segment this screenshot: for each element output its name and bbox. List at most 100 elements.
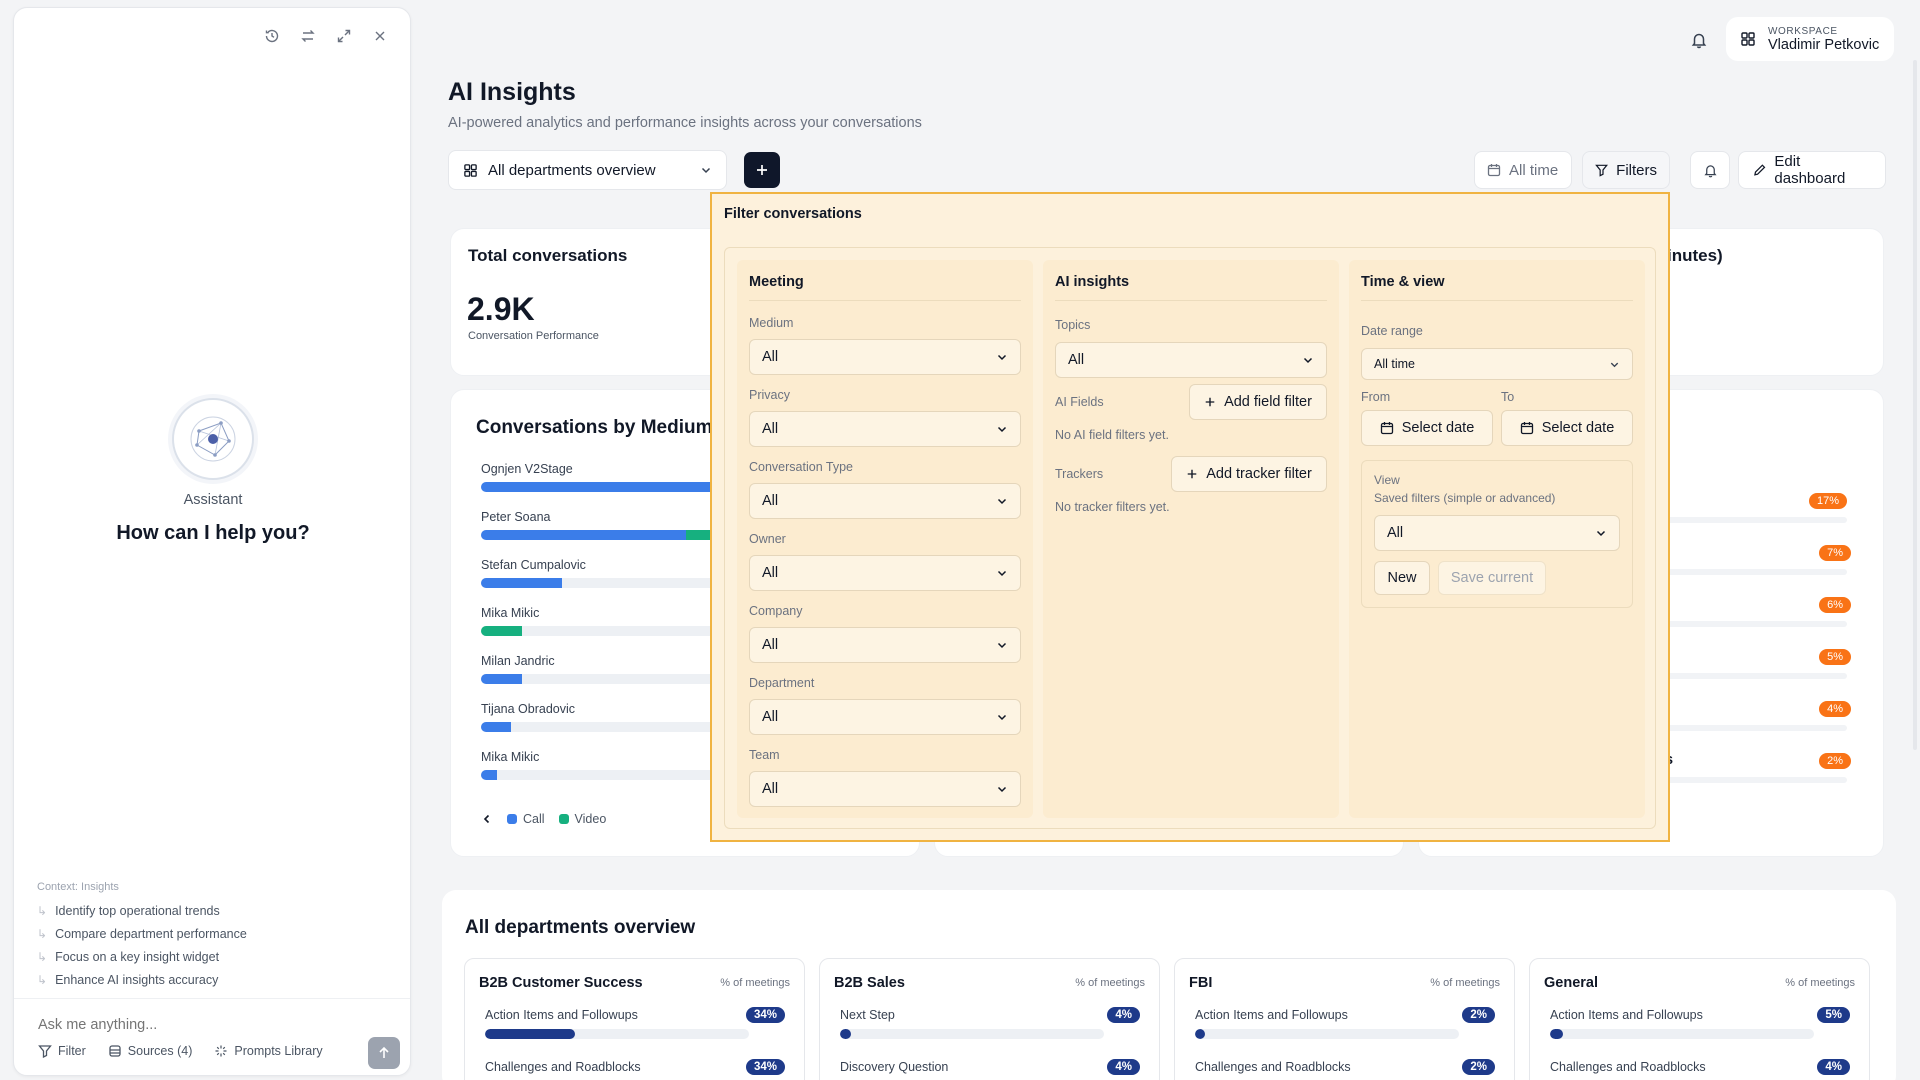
metric-track xyxy=(840,1029,1104,1039)
from-date-picker[interactable]: Select date xyxy=(1361,410,1493,446)
call-segment xyxy=(481,578,562,588)
suggestion-item[interactable]: ↳ Enhance AI insights accuracy xyxy=(37,972,219,987)
expand-icon[interactable] xyxy=(330,22,358,50)
topic-percent-badge: 6% xyxy=(1819,597,1851,613)
filters-button[interactable]: Filters xyxy=(1582,151,1670,189)
assistant-input[interactable] xyxy=(26,1013,396,1037)
saved-filters-select[interactable]: All xyxy=(1374,515,1620,551)
metric-track xyxy=(1195,1029,1459,1039)
view-sublabel: Saved filters (simple or advanced) xyxy=(1374,491,1556,505)
department-metric-row: Next Step 4% xyxy=(840,1007,1140,1039)
topic-track xyxy=(1667,517,1847,523)
field-select[interactable]: All xyxy=(749,411,1021,447)
time-range-button[interactable]: All time xyxy=(1474,151,1572,189)
medium-row: Stefan Cumpalovic xyxy=(481,558,921,588)
field-select[interactable]: All xyxy=(749,483,1021,519)
database-icon xyxy=(109,1045,121,1057)
medium-row-bar xyxy=(481,626,751,636)
corner-arrow-icon: ↳ xyxy=(37,926,48,941)
video-segment xyxy=(481,626,522,636)
medium-row-bar xyxy=(481,578,751,588)
field-select[interactable]: All xyxy=(749,627,1021,663)
medium-row-name: Ognjen V2Stage xyxy=(481,462,573,476)
workspace-switcher[interactable]: WORKSPACE Vladimir Petkovic xyxy=(1726,17,1894,61)
sources-button[interactable]: Sources (4) xyxy=(108,1044,192,1058)
workspace-text: WORKSPACE Vladimir Petkovic xyxy=(1768,26,1879,53)
medium-row-name: Mika Mikic xyxy=(481,606,540,620)
calendar-icon xyxy=(1487,164,1501,177)
add-dashboard-button[interactable] xyxy=(744,152,780,188)
calendar-icon xyxy=(1380,422,1393,435)
bell-icon xyxy=(1691,33,1707,49)
metric-badge: 5% xyxy=(1817,1007,1850,1023)
topics-select[interactable]: All xyxy=(1055,342,1327,378)
call-segment xyxy=(481,674,522,684)
department-card[interactable]: B2B Customer Success % of meetings Actio… xyxy=(464,958,805,1080)
department-card[interactable]: General % of meetings Action Items and F… xyxy=(1529,958,1870,1080)
metric-track xyxy=(485,1029,749,1039)
date-range-select[interactable]: All time xyxy=(1361,348,1633,380)
divider xyxy=(14,998,410,999)
to-date-picker[interactable]: Select date xyxy=(1501,410,1633,446)
view-box: View Saved filters (simple or advanced) … xyxy=(1361,460,1633,608)
department-metric: % of meetings xyxy=(720,977,790,989)
chevron-left-icon[interactable] xyxy=(481,813,493,825)
department-name: FBI xyxy=(1189,975,1213,991)
prompts-library-button[interactable]: Prompts Library xyxy=(214,1044,323,1058)
add-field-filter-button[interactable]: Add field filter xyxy=(1189,384,1327,420)
ai-fields-label: AI Fields xyxy=(1055,395,1104,409)
edit-dashboard-button[interactable]: Edit dashboard xyxy=(1738,151,1886,189)
corner-arrow-icon: ↳ xyxy=(37,903,48,918)
close-icon[interactable] xyxy=(366,22,394,50)
filter-button[interactable]: Filter xyxy=(38,1044,86,1058)
topic-track xyxy=(1667,673,1847,679)
department-name: B2B Customer Success xyxy=(479,975,643,991)
field-select[interactable]: All xyxy=(749,771,1021,807)
alerts-button[interactable] xyxy=(1690,151,1730,189)
department-metric-row: Challenges and Roadblocks 34% xyxy=(485,1059,785,1080)
department-card[interactable]: B2B Sales % of meetings Next Step 4% Dis… xyxy=(819,958,1160,1080)
from-label: From xyxy=(1361,390,1391,404)
swap-icon[interactable] xyxy=(294,22,322,50)
medium-row-name: Milan Jandric xyxy=(481,654,555,668)
chevron-down-icon xyxy=(1610,362,1619,367)
medium-row: Milan Jandric xyxy=(481,654,921,684)
meeting-field: Conversation Type All xyxy=(749,460,1021,519)
field-select[interactable]: All xyxy=(749,339,1021,375)
suggestion-item[interactable]: ↳ Focus on a key insight widget xyxy=(37,949,220,964)
suggestion-item[interactable]: ↳ Compare department performance xyxy=(37,926,247,941)
call-segment xyxy=(481,770,498,780)
department-metric-row: Action Items and Followups 5% xyxy=(1550,1007,1850,1039)
no-tracker-filters: No tracker filters yet. xyxy=(1055,500,1170,514)
medium-row: Tijana Obradovic xyxy=(481,702,921,732)
history-icon[interactable] xyxy=(258,22,286,50)
dashboard-select[interactable]: All departments overview xyxy=(448,150,727,190)
new-filter-button[interactable]: New xyxy=(1374,561,1430,595)
meeting-field: Company All xyxy=(749,604,1021,663)
send-button[interactable] xyxy=(368,1037,400,1069)
corner-arrow-icon: ↳ xyxy=(37,949,48,964)
medium-row-name: Tijana Obradovic xyxy=(481,702,576,716)
scrollbar[interactable] xyxy=(1913,60,1917,750)
add-tracker-filter-button[interactable]: Add tracker filter xyxy=(1171,456,1327,492)
medium-row-bar xyxy=(481,770,751,780)
time-view-column: Time & view Date range All time From To … xyxy=(1349,260,1645,818)
metric-fill xyxy=(840,1029,851,1039)
grid-icon xyxy=(464,163,477,177)
metric-label: Challenges and Roadblocks xyxy=(1195,1060,1351,1074)
topic-percent-badge: 2% xyxy=(1819,753,1851,769)
department-card[interactable]: FBI % of meetings Action Items and Follo… xyxy=(1174,958,1515,1080)
metric-track xyxy=(1550,1029,1814,1039)
notifications-button[interactable] xyxy=(1683,24,1715,56)
field-select[interactable]: All xyxy=(749,555,1021,591)
assistant-panel: Assistant How can I help you? Context: I… xyxy=(13,7,411,1076)
suggestion-item[interactable]: ↳ Identify top operational trends xyxy=(37,903,220,918)
meeting-field: Department All xyxy=(749,676,1021,735)
meeting-column: Meeting Medium All Privacy All Conversation … xyxy=(737,260,1033,818)
topics-label: Topics xyxy=(1055,318,1091,332)
filter-title: Filter conversations xyxy=(724,206,862,222)
field-select[interactable]: All xyxy=(749,699,1021,735)
save-current-button[interactable]: Save current xyxy=(1438,561,1546,595)
field-label: Privacy xyxy=(749,388,790,402)
ai-insights-column: AI insights Topics All AI Fields Add fie… xyxy=(1043,260,1339,818)
